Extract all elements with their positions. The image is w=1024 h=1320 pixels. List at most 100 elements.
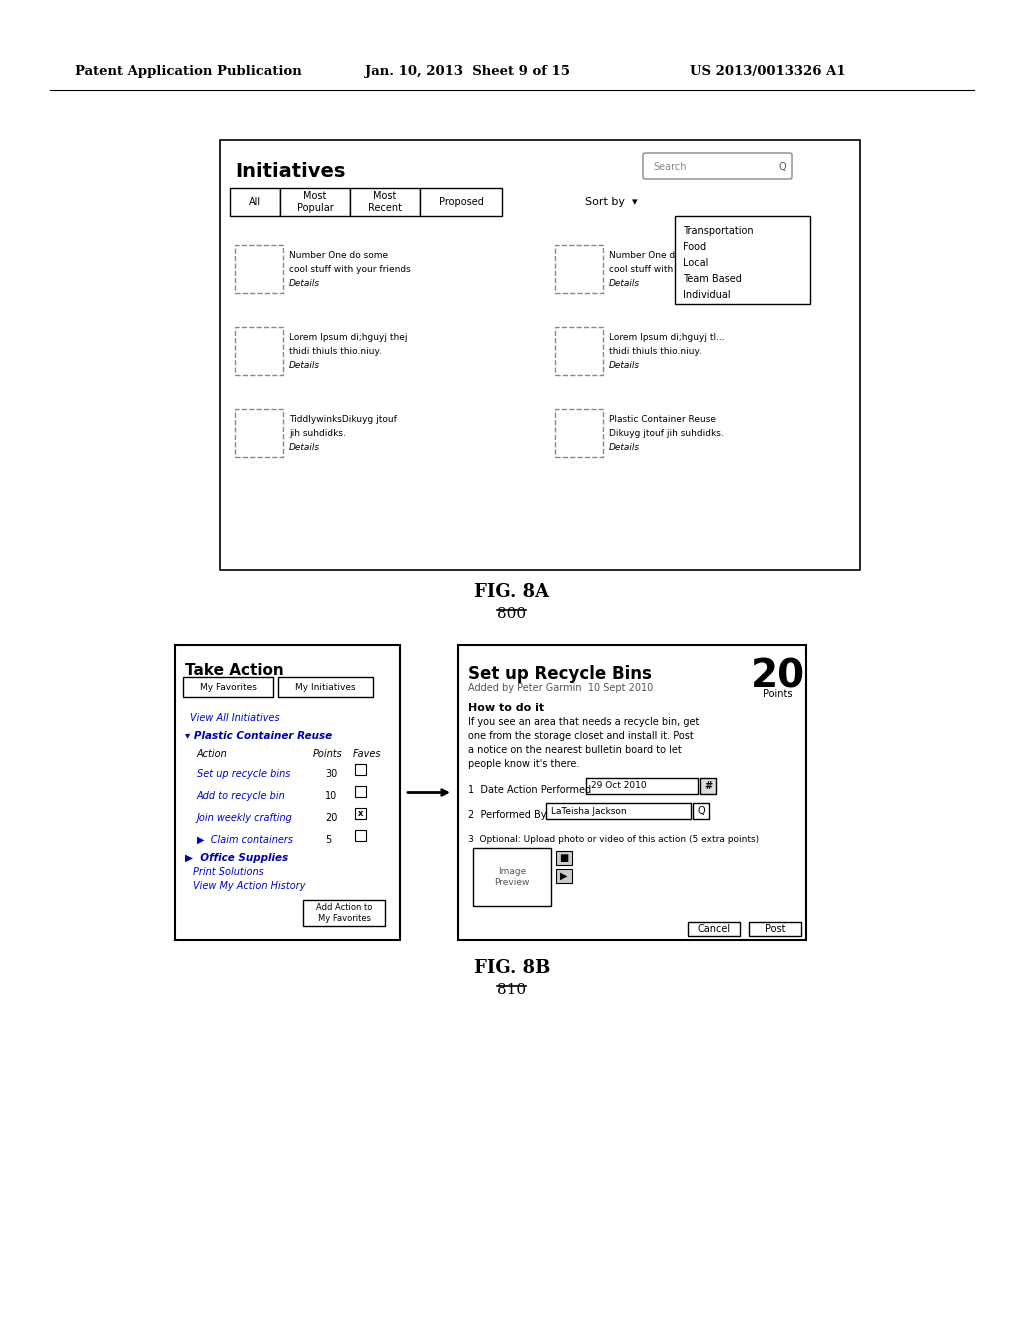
Text: 30: 30	[325, 770, 337, 779]
FancyBboxPatch shape	[355, 764, 366, 775]
Text: Q: Q	[778, 162, 785, 172]
FancyBboxPatch shape	[355, 830, 366, 841]
Text: Plastic Container Reuse: Plastic Container Reuse	[609, 414, 716, 424]
Text: FIG. 8A: FIG. 8A	[474, 583, 550, 601]
Text: ■: ■	[559, 853, 568, 863]
Text: Patent Application Publication: Patent Application Publication	[75, 66, 302, 78]
FancyBboxPatch shape	[700, 777, 716, 795]
FancyBboxPatch shape	[546, 803, 691, 818]
Text: Join weekly crafting: Join weekly crafting	[197, 813, 293, 822]
Text: 20: 20	[751, 657, 805, 696]
FancyBboxPatch shape	[555, 409, 603, 457]
Text: #: #	[703, 781, 712, 791]
FancyBboxPatch shape	[280, 187, 350, 216]
Text: 1  Date Action Performed: 1 Date Action Performed	[468, 785, 591, 795]
FancyBboxPatch shape	[278, 677, 373, 697]
FancyBboxPatch shape	[693, 803, 709, 818]
Text: Search: Search	[653, 162, 686, 172]
Text: 810: 810	[498, 983, 526, 997]
Text: Lorem Ipsum di;hguyj thej: Lorem Ipsum di;hguyj thej	[289, 333, 408, 342]
Text: 5: 5	[325, 836, 331, 845]
Text: Details: Details	[609, 279, 640, 288]
Text: Most
Popular: Most Popular	[297, 191, 334, 213]
Text: ▶  Claim containers: ▶ Claim containers	[197, 836, 293, 845]
FancyBboxPatch shape	[355, 785, 366, 797]
FancyBboxPatch shape	[350, 187, 420, 216]
Text: All: All	[249, 197, 261, 207]
Text: Lorem Ipsum di;hguyj tl...: Lorem Ipsum di;hguyj tl...	[609, 333, 725, 342]
Text: Add Action to
My Favorites: Add Action to My Favorites	[315, 903, 372, 923]
Text: TiddlywinksDikuyg jtouf: TiddlywinksDikuyg jtouf	[289, 414, 397, 424]
FancyBboxPatch shape	[234, 409, 283, 457]
Text: Image
Preview: Image Preview	[495, 867, 529, 887]
Text: Most
Recent: Most Recent	[368, 191, 402, 213]
Text: Details: Details	[289, 279, 321, 288]
Text: Post: Post	[765, 924, 785, 935]
Text: 29 Oct 2010: 29 Oct 2010	[591, 781, 646, 791]
Text: LaTeisha Jackson: LaTeisha Jackson	[551, 807, 627, 816]
FancyBboxPatch shape	[473, 847, 551, 906]
Text: Transportation: Transportation	[683, 226, 754, 236]
FancyBboxPatch shape	[230, 187, 280, 216]
Text: Jan. 10, 2013  Sheet 9 of 15: Jan. 10, 2013 Sheet 9 of 15	[365, 66, 570, 78]
Text: thidi thiuls thio.niuy.: thidi thiuls thio.niuy.	[289, 347, 382, 356]
Text: View My Action History: View My Action History	[193, 880, 305, 891]
Text: ▶: ▶	[560, 871, 567, 880]
Text: Points: Points	[313, 748, 343, 759]
Text: How to do it: How to do it	[468, 704, 544, 713]
FancyBboxPatch shape	[420, 187, 502, 216]
Text: Food: Food	[683, 242, 707, 252]
Text: Points: Points	[763, 689, 793, 700]
Text: Faves: Faves	[353, 748, 382, 759]
FancyBboxPatch shape	[675, 216, 810, 304]
Text: Take Action: Take Action	[185, 663, 284, 678]
Text: Print Solutions: Print Solutions	[193, 867, 264, 876]
FancyBboxPatch shape	[643, 153, 792, 180]
Text: Q: Q	[697, 807, 705, 816]
Text: Details: Details	[289, 444, 321, 451]
Text: Team Based: Team Based	[683, 275, 741, 284]
Text: Sort by  ▾: Sort by ▾	[585, 197, 638, 207]
FancyBboxPatch shape	[234, 246, 283, 293]
FancyBboxPatch shape	[234, 327, 283, 375]
Text: cool stuff with your friends: cool stuff with your friends	[289, 265, 411, 275]
Text: jih suhdidks.: jih suhdidks.	[289, 429, 346, 438]
FancyBboxPatch shape	[556, 851, 572, 865]
Text: Number One do some: Number One do some	[289, 251, 388, 260]
Text: 20: 20	[325, 813, 337, 822]
FancyBboxPatch shape	[586, 777, 698, 795]
Text: Number One do some: Number One do some	[609, 251, 709, 260]
Text: ▾ Plastic Container Reuse: ▾ Plastic Container Reuse	[185, 731, 332, 741]
Text: x: x	[357, 808, 364, 817]
FancyBboxPatch shape	[458, 645, 806, 940]
FancyBboxPatch shape	[220, 140, 860, 570]
FancyBboxPatch shape	[555, 327, 603, 375]
Text: View All Initiatives: View All Initiatives	[190, 713, 280, 723]
Text: Proposed: Proposed	[438, 197, 483, 207]
FancyBboxPatch shape	[175, 645, 400, 940]
Text: thidi thiuls thio.niuy.: thidi thiuls thio.niuy.	[609, 347, 701, 356]
Text: Details: Details	[609, 444, 640, 451]
Text: Individual: Individual	[683, 290, 731, 300]
Text: My Favorites: My Favorites	[200, 682, 256, 692]
Text: Set up recycle bins: Set up recycle bins	[197, 770, 291, 779]
Text: Cancel: Cancel	[697, 924, 730, 935]
Text: ▶  Office Supplies: ▶ Office Supplies	[185, 853, 288, 863]
FancyBboxPatch shape	[355, 808, 366, 818]
FancyBboxPatch shape	[556, 869, 572, 883]
Text: Dikuyg jtouf jih suhdidks.: Dikuyg jtouf jih suhdidks.	[609, 429, 724, 438]
Text: US 2013/0013326 A1: US 2013/0013326 A1	[690, 66, 846, 78]
Text: Initiatives: Initiatives	[234, 162, 345, 181]
FancyBboxPatch shape	[183, 677, 273, 697]
FancyBboxPatch shape	[555, 246, 603, 293]
Text: 10: 10	[325, 791, 337, 801]
Text: Local: Local	[683, 257, 709, 268]
FancyBboxPatch shape	[749, 921, 801, 936]
Text: FIG. 8B: FIG. 8B	[474, 960, 550, 977]
Text: cool stuff with your frien...: cool stuff with your frien...	[609, 265, 729, 275]
Text: Action: Action	[197, 748, 227, 759]
Text: My Initiatives: My Initiatives	[295, 682, 355, 692]
Text: 2  Performed By: 2 Performed By	[468, 810, 547, 820]
Text: Add to recycle bin: Add to recycle bin	[197, 791, 286, 801]
Text: 800: 800	[498, 607, 526, 620]
